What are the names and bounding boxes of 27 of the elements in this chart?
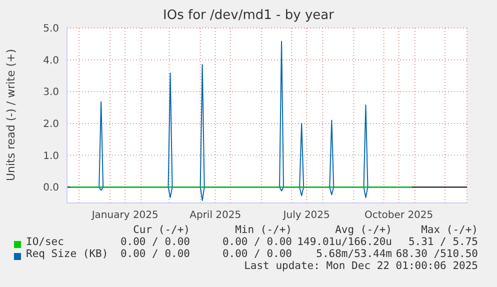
x-tick-label: April 2025 [190,210,242,222]
text: 0.00 / 0.00 [120,248,190,260]
text: 68.30 /510.50 [396,248,478,260]
y-tick-label: 5.0 [43,24,59,35]
y-tick-label: 0.0 [43,182,59,194]
legend-label: Req Size (KB) [26,248,108,260]
y-tick-label: 2.0 [43,119,59,130]
x-tick-label: January 2025 [90,210,158,222]
y-tick-label: 3.0 [43,87,59,98]
text: 0.00 / 0.00 [222,236,292,248]
y-tick-label: 4.0 [43,55,59,66]
text: 0.00 / 0.00 [222,248,292,260]
text: 149.01u/166.20u [297,236,392,248]
legend-label: IO/sec [26,236,64,248]
x-tick-label: October 2025 [364,210,434,222]
text: 5.68m/53.44m [316,248,392,260]
x-tick-label: July 2025 [282,210,330,222]
text: Cur (-/+) [133,224,190,236]
text: Avg (-/+) [335,224,392,236]
text: 0.00 / 0.00 [120,236,190,248]
text: Last update: Mon Dec 22 01:00:06 2025 [244,260,478,272]
text: Min (-/+) [235,224,292,236]
text: 5.31 / 5.75 [408,236,478,248]
text: Max (-/+) [421,224,478,236]
y-axis-title: Units read (-) / write (+) [4,48,18,182]
chart-title: IOs for /dev/md1 - by year [162,8,335,23]
y-tick-label: 1.0 [43,150,59,162]
